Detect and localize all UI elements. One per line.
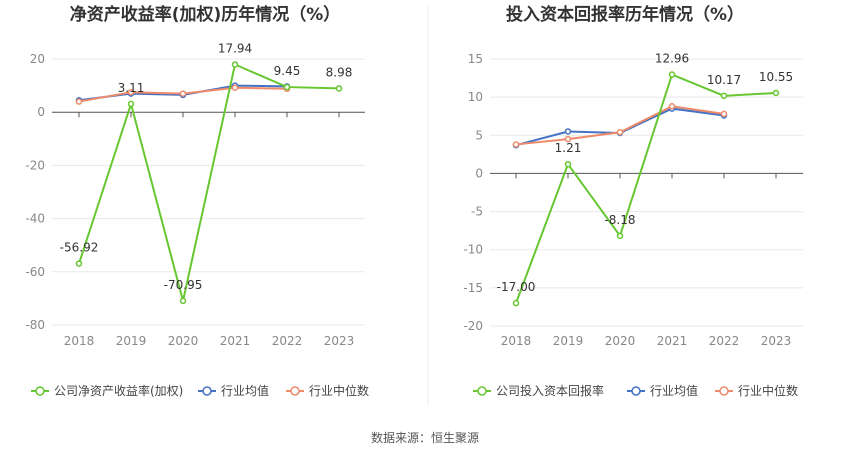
y-tick-label: 0 [475, 166, 483, 180]
data-point-company [127, 100, 135, 108]
data-point-company [179, 297, 187, 305]
y-tick-label: -20 [463, 319, 483, 333]
x-tick-label: 2021 [220, 334, 251, 348]
legend-item-avg[interactable]: 行业均值 [627, 383, 698, 398]
legend-item-company[interactable]: 公司净资产收益率(加权) [31, 383, 183, 398]
legend-label: 行业均值 [221, 383, 269, 398]
data-point-company [75, 260, 83, 267]
y-tick-label: -40 [25, 212, 45, 226]
x-tick-label: 2022 [709, 334, 740, 348]
data-point-median [512, 141, 520, 148]
x-tick-label: 2018 [501, 334, 532, 348]
series-median [512, 103, 728, 148]
x-tick-label: 2020 [605, 334, 636, 348]
legend-item-median[interactable]: 行业中位数 [286, 383, 369, 398]
series-line-avg [515, 107, 725, 147]
data-point-median [616, 128, 624, 136]
data-point-median [668, 103, 676, 110]
y-tick-label: 10 [468, 90, 483, 104]
series-line-company [78, 63, 340, 302]
data-label: 8.98 [326, 65, 353, 79]
chart-1: 净资产收益率(加权)历年情况（%） 20 0 -20 -40 -60 -80 2018 2019… [25, 4, 369, 398]
data-label: 17.94 [218, 41, 252, 55]
legend-item-company[interactable]: 公司投入资本回报率 [473, 383, 604, 398]
y-tick-label: 20 [30, 52, 45, 66]
y-tick-label: -5 [471, 205, 483, 219]
y-tick-label: -15 [463, 281, 483, 295]
legend-label: 行业中位数 [738, 383, 798, 398]
legend-label: 公司净资产收益率(加权) [54, 383, 183, 398]
legend-item-median[interactable]: 行业中位数 [715, 383, 798, 398]
data-point-company [283, 83, 291, 91]
x-tick-label: 2023 [761, 334, 792, 348]
data-point-median [564, 135, 572, 143]
legend-marker [202, 386, 212, 396]
data-point-company [772, 89, 780, 97]
x-tick-label: 2023 [324, 334, 355, 348]
series-company: -17.00 1.21 -8.18 12.96 10.17 10.55 [497, 52, 793, 307]
data-label: 10.17 [707, 73, 741, 87]
x-tick-label: 2022 [272, 334, 303, 348]
y-tick-label: -20 [25, 158, 45, 172]
data-label: -8.18 [604, 213, 635, 227]
series-median [75, 84, 291, 105]
data-point-company [564, 160, 572, 168]
legend-item-avg[interactable]: 行业均值 [198, 383, 269, 398]
legend-label: 行业均值 [650, 383, 698, 398]
data-label: 9.45 [274, 64, 301, 78]
legend-marker [719, 386, 729, 396]
legend-marker [631, 386, 641, 396]
y-tick-label: 5 [475, 128, 483, 142]
data-label: 1.21 [555, 141, 582, 155]
data-point-median [231, 84, 239, 91]
x-tick-label: 2021 [657, 334, 688, 348]
data-point-company [720, 92, 728, 100]
data-point-company [335, 85, 343, 92]
series-company: -56.92 3.11 -70.95 17.94 9.45 8.98 [60, 41, 353, 305]
x-tick-label: 2019 [553, 334, 584, 348]
data-point-company [616, 232, 624, 240]
y-tick-label: 15 [468, 52, 483, 66]
data-label: -17.00 [497, 280, 536, 294]
source-note: 数据来源：恒生聚源 [370, 431, 479, 445]
legend-marker [477, 386, 487, 396]
data-point-company [668, 71, 676, 78]
data-point-median [75, 98, 83, 105]
data-label: 10.55 [759, 70, 793, 84]
data-label: -56.92 [60, 241, 99, 255]
chart-title: 投入资本回报率历年情况（%） [506, 4, 744, 25]
data-point-median [127, 89, 135, 96]
data-point-company [512, 299, 520, 307]
data-label: -70.95 [164, 278, 203, 292]
data-point-median [179, 90, 187, 97]
legend-marker [35, 386, 45, 396]
y-tick-label: -10 [463, 243, 483, 257]
chart-title: 净资产收益率(加权)历年情况（%） [70, 4, 341, 25]
data-point-median [720, 110, 728, 118]
y-tick-label: -60 [25, 265, 45, 279]
legend-label: 行业中位数 [309, 383, 369, 398]
legend-marker [290, 386, 300, 396]
data-point-company [231, 61, 239, 68]
x-tick-label: 2018 [64, 334, 95, 348]
data-label: 12.96 [655, 52, 689, 66]
series-line-company [515, 73, 777, 304]
x-tick-label: 2020 [168, 334, 199, 348]
y-tick-label: -80 [25, 318, 45, 332]
data-label: 3.11 [118, 81, 145, 95]
y-tick-label: 0 [37, 105, 45, 119]
x-tick-label: 2019 [116, 334, 147, 348]
chart-2: 投入资本回报率历年情况（%） 15 10 5 0 -5 -10 -15 -20 2018 2019 2… [463, 4, 803, 398]
data-point-avg [564, 128, 572, 135]
legend-label: 公司投入资本回报率 [496, 383, 604, 398]
